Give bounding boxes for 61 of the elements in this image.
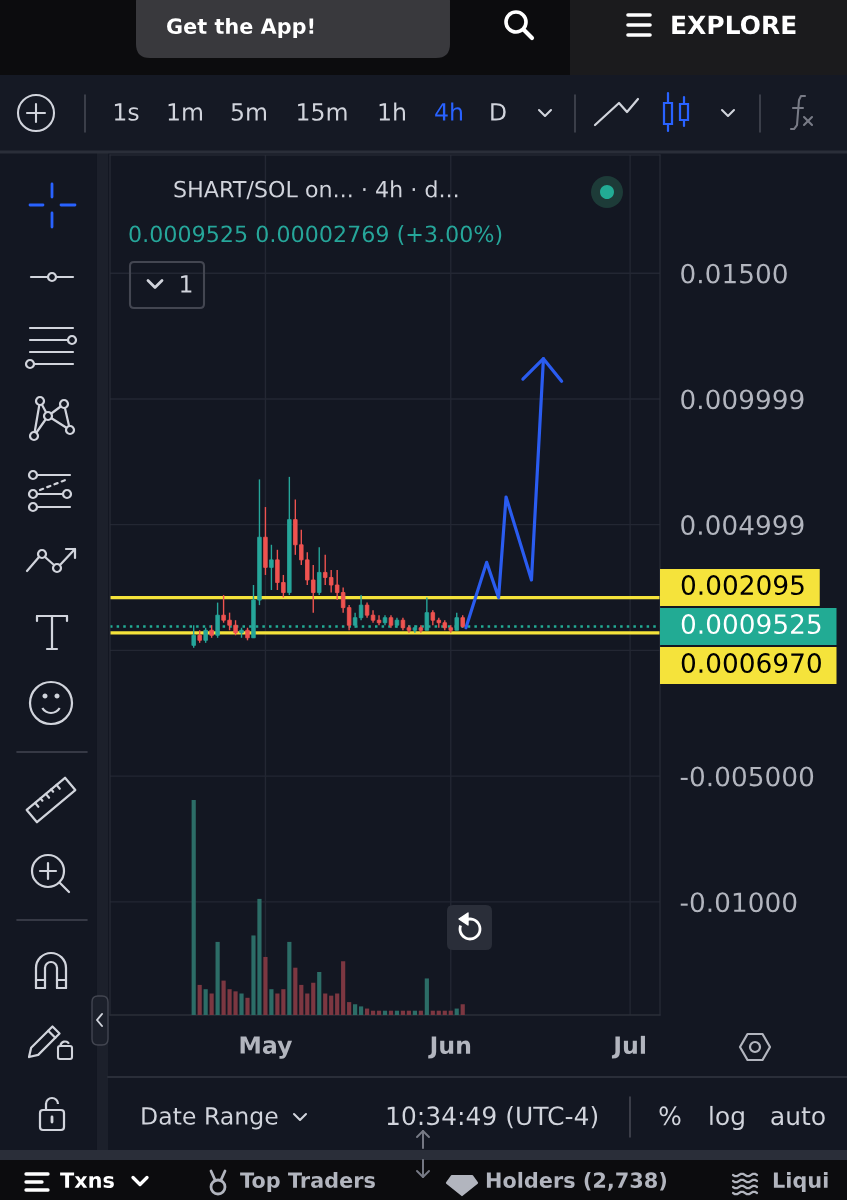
bar	[329, 995, 334, 1015]
bar	[269, 989, 274, 1015]
bar	[358, 1006, 364, 1015]
bar	[424, 978, 429, 1015]
candlestick	[215, 601, 220, 639]
text: Get the App!	[167, 17, 314, 39]
candlestick	[269, 544, 274, 591]
text: D	[491, 103, 506, 121]
ref-line-label: 0.002095	[681, 575, 804, 596]
bar	[197, 984, 202, 1015]
bar	[293, 967, 298, 1015]
bar	[460, 1004, 465, 1015]
bar	[191, 800, 196, 1015]
bar	[203, 989, 208, 1015]
y-tick-label: 0.004999	[681, 515, 804, 536]
y-tick-label: -0.005000	[680, 766, 814, 787]
text: Liqui	[773, 1171, 828, 1193]
x-tick-label: Jun	[428, 1036, 471, 1059]
bar	[323, 993, 328, 1015]
annotation: 1	[181, 275, 192, 293]
y-tick-label: 0.01500	[681, 263, 787, 284]
bar	[263, 956, 268, 1015]
bar	[215, 941, 220, 1015]
candlestick	[317, 546, 322, 596]
bar	[317, 972, 322, 1015]
bar	[209, 993, 214, 1015]
bar	[275, 993, 280, 1015]
y-tick-label: -0.01000	[680, 892, 797, 913]
text: log	[710, 1105, 744, 1131]
text: 1h	[379, 102, 405, 121]
bar	[245, 997, 250, 1015]
bar	[299, 984, 304, 1015]
bar	[335, 993, 340, 1015]
y-tick-label: 0.009999	[681, 389, 804, 410]
text: auto	[771, 1107, 825, 1126]
text: 0.0009525 0.00002769 (+3.00%)	[129, 225, 502, 245]
text: EXPLORE	[672, 15, 796, 35]
text: Txns	[60, 1172, 114, 1189]
bar	[347, 1002, 352, 1015]
text: 5m	[231, 103, 267, 121]
text: SHART/SOL on... · 4h · d...	[174, 180, 458, 200]
x-tick-label: Jul	[611, 1035, 645, 1059]
bar	[287, 941, 292, 1015]
text: Date Range	[142, 1107, 278, 1130]
bar	[341, 961, 346, 1015]
text: Top Traders	[240, 1171, 375, 1193]
text: 15m	[298, 103, 347, 121]
x-tick-label: May	[240, 1036, 293, 1059]
bar	[353, 1004, 358, 1015]
bar	[305, 993, 310, 1015]
text: 4h	[435, 102, 462, 121]
bar	[311, 982, 316, 1015]
ref-line-label: 0.0006970	[681, 653, 821, 674]
text: 1m	[168, 103, 203, 121]
bar	[281, 989, 286, 1015]
text: 10:34:49 (UTC-4)	[387, 1105, 598, 1129]
text: Holders (2,738)	[486, 1171, 667, 1191]
ref-line-label: 0.0009525	[681, 614, 821, 635]
bar	[239, 993, 244, 1015]
text: 1s	[114, 103, 139, 121]
text: %	[659, 1106, 681, 1126]
